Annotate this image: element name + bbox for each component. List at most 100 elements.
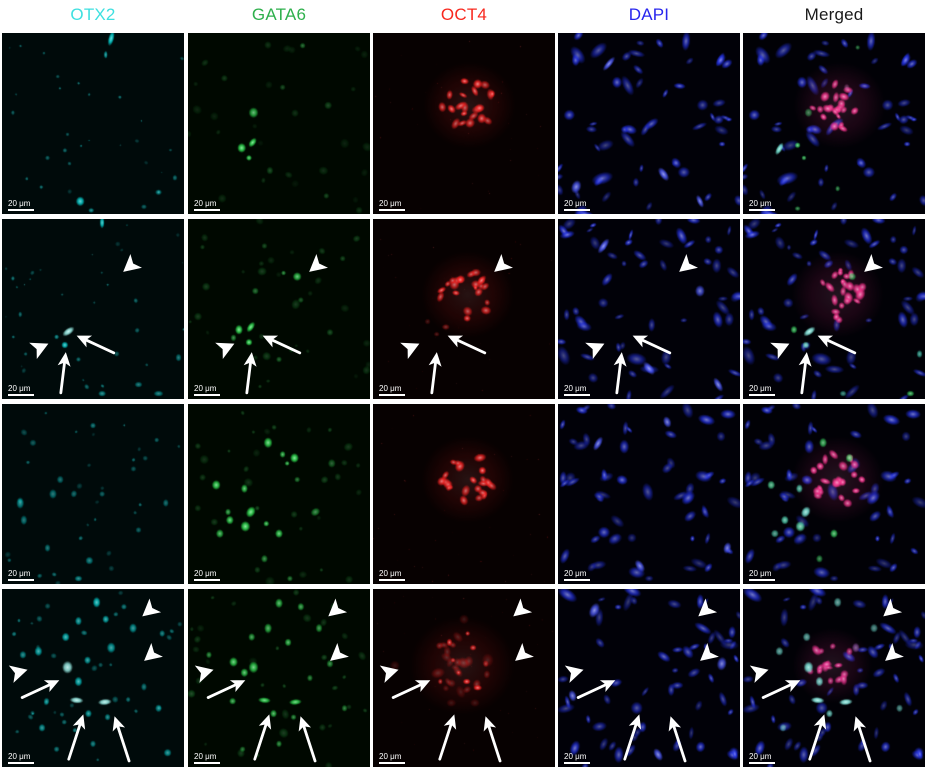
- scale-bar-line: [8, 762, 34, 764]
- panel-merged-row2: 20 μm: [743, 219, 925, 399]
- micrograph-otx2-row1: [2, 33, 184, 214]
- scale-bar: 20 μm: [379, 385, 405, 396]
- micrograph-merged-row3: [743, 404, 925, 584]
- scale-bar: 20 μm: [379, 200, 405, 211]
- micrograph-oct4-row3: [373, 404, 555, 584]
- micrograph-dapi-row1: [558, 33, 740, 214]
- scale-bar: 20 μm: [749, 200, 775, 211]
- scale-bar-line: [379, 394, 405, 396]
- scale-bar-label: 20 μm: [379, 569, 402, 578]
- micrograph-otx2-row2: [2, 219, 184, 399]
- scale-bar-line: [194, 762, 220, 764]
- scale-bar: 20 μm: [8, 753, 34, 764]
- scale-bar: 20 μm: [8, 200, 34, 211]
- scale-bar-line: [194, 579, 220, 581]
- micrograph-merged-row1: [743, 33, 925, 214]
- scale-bar-line: [379, 762, 405, 764]
- scale-bar-label: 20 μm: [194, 752, 217, 761]
- column-label-otx2: OTX2: [70, 5, 116, 24]
- scale-bar: 20 μm: [379, 753, 405, 764]
- scale-bar-label: 20 μm: [194, 384, 217, 393]
- panel-dapi-row2: 20 μm: [558, 219, 740, 399]
- panel-merged-row3: 20 μm: [743, 404, 925, 584]
- scale-bar: 20 μm: [194, 753, 220, 764]
- scale-bar-line: [379, 579, 405, 581]
- panel-oct4-row4: 20 μm: [373, 589, 555, 767]
- scale-bar-line: [564, 209, 590, 211]
- scale-bar: 20 μm: [749, 570, 775, 581]
- micrograph-otx2-row3: [2, 404, 184, 584]
- scale-bar-label: 20 μm: [194, 199, 217, 208]
- scale-bar-label: 20 μm: [8, 569, 31, 578]
- micrograph-merged-row4: [743, 589, 925, 767]
- panel-otx2-row3: 20 μm: [2, 404, 184, 584]
- scale-bar-label: 20 μm: [379, 752, 402, 761]
- column-label-oct4: OCT4: [440, 5, 488, 24]
- scale-bar-label: 20 μm: [8, 752, 31, 761]
- micrograph-gata6-row1: [188, 33, 370, 214]
- panel-gata6-row4: 20 μm: [188, 589, 370, 767]
- scale-bar-label: 20 μm: [749, 384, 772, 393]
- micrograph-otx2-row4: [2, 589, 184, 767]
- scale-bar-line: [194, 209, 220, 211]
- scale-bar-line: [564, 394, 590, 396]
- scale-bar: 20 μm: [8, 385, 34, 396]
- micrograph-oct4-row1: [373, 33, 555, 214]
- micrograph-dapi-row3: [558, 404, 740, 584]
- scale-bar-label: 20 μm: [379, 384, 402, 393]
- micrograph-dapi-row4: [558, 589, 740, 767]
- scale-bar: 20 μm: [564, 753, 590, 764]
- scale-bar-label: 20 μm: [564, 199, 587, 208]
- scale-bar: 20 μm: [564, 385, 590, 396]
- panel-otx2-row2: 20 μm: [2, 219, 184, 399]
- scale-bar-line: [8, 579, 34, 581]
- scale-bar-label: 20 μm: [564, 569, 587, 578]
- column-label-merged: Merged: [804, 5, 864, 24]
- column-label-gata6: GATA6: [251, 5, 307, 24]
- scale-bar-line: [379, 209, 405, 211]
- column-label-dapi: DAPI: [628, 5, 670, 24]
- scale-bar: 20 μm: [379, 570, 405, 581]
- scale-bar-label: 20 μm: [8, 199, 31, 208]
- panel-oct4-row3: 20 μm: [373, 404, 555, 584]
- scale-bar-label: 20 μm: [564, 384, 587, 393]
- micrograph-gata6-row2: [188, 219, 370, 399]
- scale-bar-label: 20 μm: [564, 752, 587, 761]
- scale-bar-line: [749, 394, 775, 396]
- scale-bar: 20 μm: [564, 570, 590, 581]
- micrograph-oct4-row2: [373, 219, 555, 399]
- panel-merged-row1: 20 μm: [743, 33, 925, 214]
- scale-bar-label: 20 μm: [379, 199, 402, 208]
- panel-gata6-row1: 20 μm: [188, 33, 370, 214]
- scale-bar: 20 μm: [564, 200, 590, 211]
- panel-merged-row4: 20 μm: [743, 589, 925, 767]
- panel-dapi-row1: 20 μm: [558, 33, 740, 214]
- micrograph-gata6-row4: [188, 589, 370, 767]
- scale-bar: 20 μm: [194, 570, 220, 581]
- micrograph-gata6-row3: [188, 404, 370, 584]
- scale-bar-line: [8, 209, 34, 211]
- scale-bar: 20 μm: [194, 200, 220, 211]
- scale-bar: 20 μm: [749, 753, 775, 764]
- scale-bar-line: [749, 579, 775, 581]
- panel-dapi-row4: 20 μm: [558, 589, 740, 767]
- panel-otx2-row4: 20 μm: [2, 589, 184, 767]
- scale-bar-label: 20 μm: [749, 752, 772, 761]
- panel-gata6-row2: 20 μm: [188, 219, 370, 399]
- panel-oct4-row1: 20 μm: [373, 33, 555, 214]
- scale-bar-label: 20 μm: [749, 569, 772, 578]
- micrograph-merged-row2: [743, 219, 925, 399]
- panel-oct4-row2: 20 μm: [373, 219, 555, 399]
- scale-bar: 20 μm: [8, 570, 34, 581]
- micrograph-oct4-row4: [373, 589, 555, 767]
- scale-bar-line: [194, 394, 220, 396]
- scale-bar: 20 μm: [194, 385, 220, 396]
- micrograph-dapi-row2: [558, 219, 740, 399]
- scale-bar: 20 μm: [749, 385, 775, 396]
- panel-gata6-row3: 20 μm: [188, 404, 370, 584]
- scale-bar-label: 20 μm: [749, 199, 772, 208]
- scale-bar-line: [564, 579, 590, 581]
- panel-dapi-row3: 20 μm: [558, 404, 740, 584]
- scale-bar-line: [8, 394, 34, 396]
